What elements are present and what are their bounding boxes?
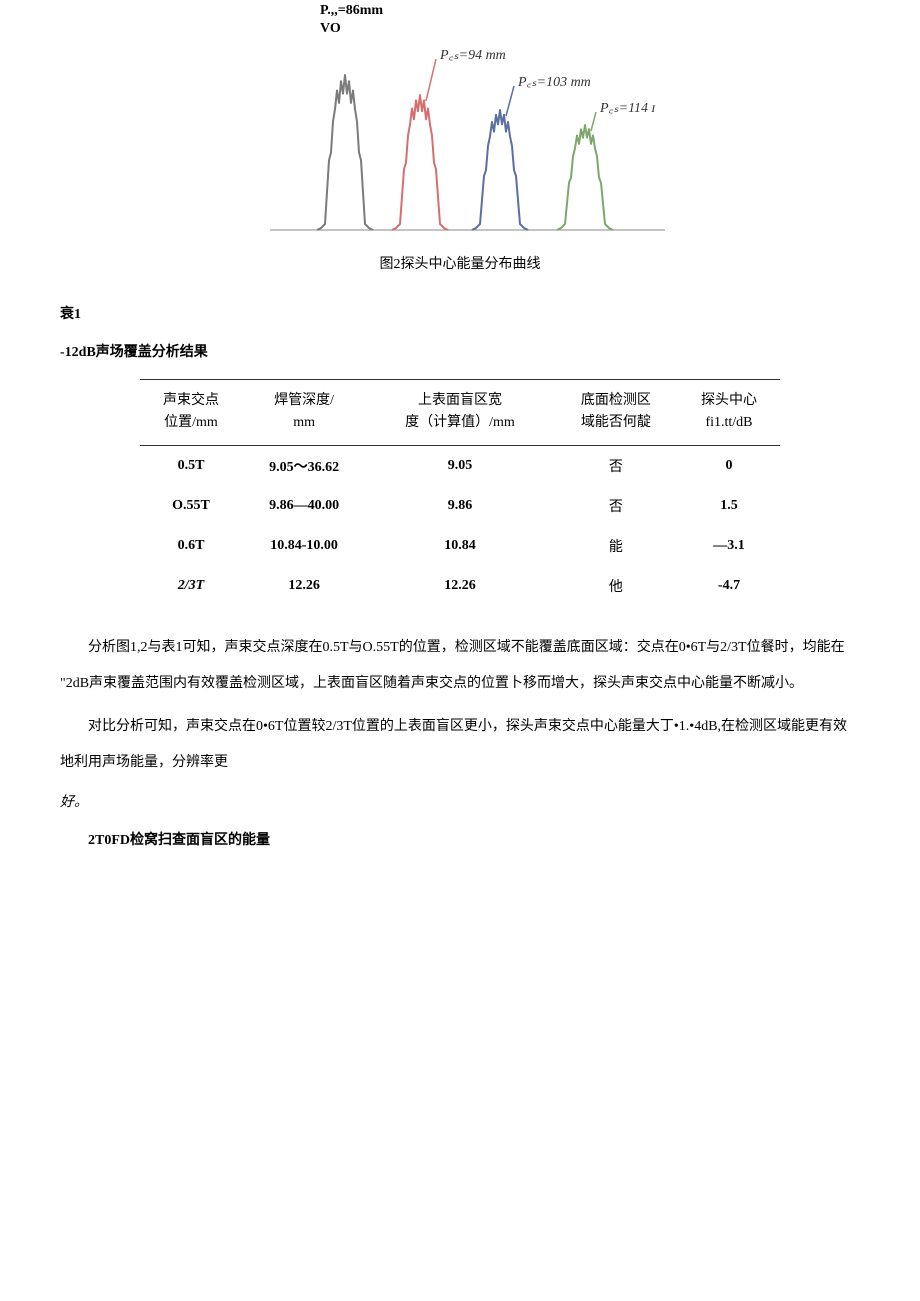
chart-top-label-line2: VO xyxy=(320,21,341,36)
table-title: -12dB声场覆盖分析结果 xyxy=(60,341,860,361)
table-col-header: 声束交点位置/mm xyxy=(140,380,242,446)
table-row: 2/3T12.2612.26他-4.7 xyxy=(140,566,780,606)
table-col-header: 焊管深度/mm xyxy=(242,380,366,446)
paragraph-3-text: 2T0FD检窝扫查面盲区的能量 xyxy=(88,833,270,848)
table-cell: 0.5T xyxy=(140,445,242,486)
chart-top-label: P.,,=86mm VO xyxy=(320,2,383,38)
analysis-table-wrap: 声束交点位置/mm焊管深度/mm上表面盲区宽度（计算值）/mm底面检测区域能否何… xyxy=(140,379,780,606)
paragraph-1: 分析图1,2与表1可知，声束交点深度在0.5T与O.55T的位置，检测区域不能覆… xyxy=(60,630,860,703)
paragraph-1-text: 分析图1,2与表1可知，声束交点深度在0.5T与O.55T的位置，检测区域不能覆… xyxy=(60,640,845,691)
table-cell: 2/3T xyxy=(140,566,242,606)
table-row: 0.5T9.05〜36.629.05否0 xyxy=(140,445,780,486)
table-cell: 9.86—40.00 xyxy=(242,486,366,526)
svg-text:P꜀ₛ=94 mm: P꜀ₛ=94 mm xyxy=(439,48,506,63)
chart-caption: 图2探头中心能量分布曲线 xyxy=(60,253,860,273)
table-col-header: 探头中心fi1.tt/dB xyxy=(678,380,780,446)
table-row: 0.6T10.84-10.0010.84能—3.1 xyxy=(140,526,780,566)
table-cell: 0 xyxy=(678,445,780,486)
table-cell: 1.5 xyxy=(678,486,780,526)
table-cell: 10.84 xyxy=(366,526,553,566)
table-cell: 9.05 xyxy=(366,445,553,486)
table-col-header: 底面检测区域能否何靛 xyxy=(554,380,678,446)
svg-text:P꜀ₛ=103 mm: P꜀ₛ=103 mm xyxy=(517,75,591,90)
table-cell: O.55T xyxy=(140,486,242,526)
table-col-header: 上表面盲区宽度（计算值）/mm xyxy=(366,380,553,446)
table-cell: 否 xyxy=(554,445,678,486)
table-cell: -4.7 xyxy=(678,566,780,606)
table-cell: 9.86 xyxy=(366,486,553,526)
table-cell: 否 xyxy=(554,486,678,526)
table-cell: 12.26 xyxy=(366,566,553,606)
chart-container: P.,,=86mm VO P꜀ₛ=94 mmP꜀ₛ=103 mmP꜀ₛ=114 … xyxy=(250,30,670,245)
table-cell: 10.84-10.00 xyxy=(242,526,366,566)
analysis-table: 声束交点位置/mm焊管深度/mm上表面盲区宽度（计算值）/mm底面检测区域能否何… xyxy=(140,379,780,606)
table-cell: 0.6T xyxy=(140,526,242,566)
table-cell: 12.26 xyxy=(242,566,366,606)
table-header-row: 声束交点位置/mm焊管深度/mm上表面盲区宽度（计算值）/mm底面检测区域能否何… xyxy=(140,380,780,446)
table-cell: —3.1 xyxy=(678,526,780,566)
paragraph-3: 2T0FD检窝扫查面盲区的能量 xyxy=(60,829,860,849)
table-row: O.55T9.86—40.009.86否1.5 xyxy=(140,486,780,526)
table-cell: 他 xyxy=(554,566,678,606)
table-body: 0.5T9.05〜36.629.05否0O.55T9.86—40.009.86否… xyxy=(140,445,780,606)
table-cell: 9.05〜36.62 xyxy=(242,445,366,486)
energy-distribution-chart: P꜀ₛ=94 mm P꜀ₛ=103 mm P꜀ₛ=114 ɪ xyxy=(250,30,670,240)
paragraph-good: 好。 xyxy=(60,791,860,811)
table-cell: 能 xyxy=(554,526,678,566)
table-pre-label: 衰1 xyxy=(60,303,860,323)
svg-text:P꜀ₛ=114 ɪ: P꜀ₛ=114 ɪ xyxy=(599,101,656,116)
paragraph-2: 对比分析可知，声束交点在0•6T位置较2/3T位置的上表面盲区更小，探头声束交点… xyxy=(60,709,860,782)
paragraph-2-text: 对比分析可知，声束交点在0•6T位置较2/3T位置的上表面盲区更小，探头声束交点… xyxy=(60,719,847,770)
chart-top-label-line1: P.,,=86mm xyxy=(320,3,383,18)
